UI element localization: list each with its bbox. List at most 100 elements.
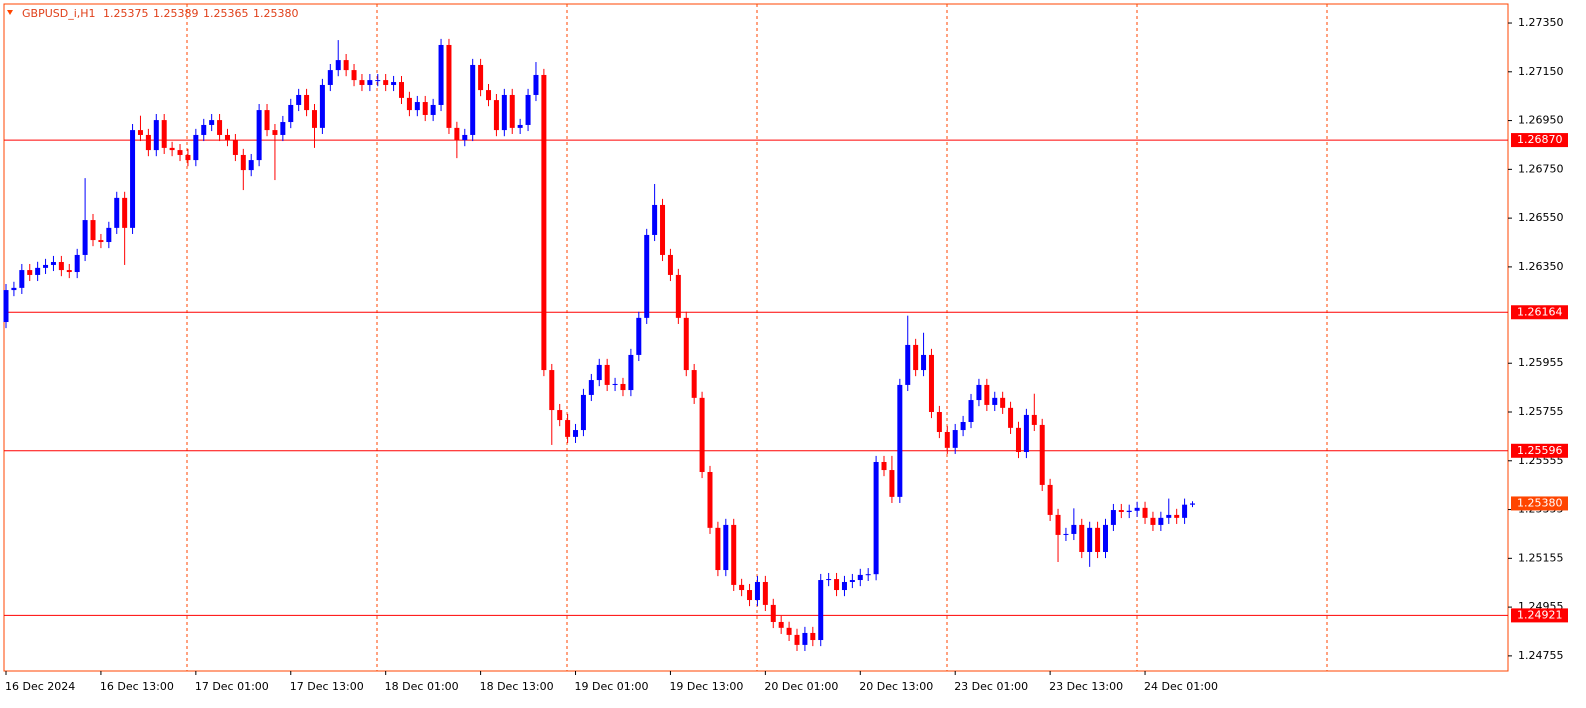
candle-body [1142,507,1148,518]
candle-body [1031,414,1037,425]
candle-body [596,364,602,381]
candle-body [667,254,673,275]
candle-body [802,632,808,645]
candle-body [580,394,586,431]
candle-body [11,287,17,291]
candle-body [652,204,658,235]
candle-body [731,524,737,585]
candle-body [1190,503,1195,505]
candle-body [343,60,349,71]
candle-body [834,579,840,591]
x-tick-label: 20 Dec 01:00 [764,680,838,693]
candle-body [351,70,357,81]
candle-body [921,354,927,371]
candle-body [193,134,199,161]
level-label: 1.26870 [1517,133,1563,146]
candle-body [549,370,555,411]
candle-body [604,364,610,385]
candle-body [19,270,25,288]
y-tick-label: 1.27350 [1518,16,1564,29]
candle-body [778,621,784,628]
candle-body [1047,484,1053,515]
candle-body [849,580,855,582]
current-price-tag [1511,496,1568,511]
x-tick-label: 23 Dec 13:00 [1049,680,1123,693]
candle-body [944,432,950,448]
candle-body [565,420,571,437]
candle-body [517,124,523,128]
candle-body [66,270,72,273]
candle-body [422,102,428,115]
candle-body [335,60,341,71]
candle-body [288,104,294,123]
candle-body [644,234,650,318]
candle-body [723,524,729,571]
candle-body [612,383,618,385]
candle-body [1023,414,1029,452]
candle-body [762,581,768,605]
candle-body [1039,424,1045,485]
x-tick-label: 20 Dec 13:00 [859,680,933,693]
candle-body [1015,427,1021,452]
candle-body [137,130,143,135]
candle-body [264,110,270,131]
y-tick-label: 1.26750 [1518,162,1564,175]
level-label-bg [1511,133,1568,148]
candle-body [50,262,56,265]
candle-body [1063,533,1069,535]
candle-body [992,397,998,405]
candle-body [406,97,412,111]
candle-body [327,70,333,85]
candle-body [1095,527,1101,552]
candle-body [272,130,278,135]
y-tick-label: 1.26350 [1518,260,1564,273]
candle-body [715,527,721,571]
candle-body [984,384,990,405]
y-tick-label: 1.25955 [1518,356,1564,369]
candle-body [1174,514,1180,518]
candle-body [470,64,476,135]
x-tick-label: 19 Dec 13:00 [669,680,743,693]
candle-body [217,120,223,135]
x-tick-label: 16 Dec 2024 [5,680,75,693]
info-open: 1.25375 [103,7,149,20]
x-tick-label: 17 Dec 01:00 [195,680,269,693]
y-tick-label: 1.27150 [1518,65,1564,78]
level-label-bg [1511,608,1568,623]
candle-body [533,74,539,95]
candle-body [74,254,80,273]
candle-body [280,122,286,135]
candle-body [391,82,397,85]
candle-body [311,110,317,128]
candle-body [185,154,191,161]
candle-body [145,134,151,151]
current-price-label: 1.25380 [1517,496,1563,509]
candle-body [620,383,626,391]
level-label: 1.26164 [1517,305,1563,318]
candle-body [873,461,879,575]
candle-body [905,344,911,385]
candle-body [699,397,705,472]
level-label-bg [1511,305,1568,320]
candle-body [707,471,713,528]
candle-body [90,220,96,241]
candle-body [359,80,365,85]
candle-body [541,74,547,371]
candle-body [161,120,167,148]
candle-body [106,227,112,243]
candle-body [375,80,381,82]
x-tick-label: 23 Dec 01:00 [954,680,1028,693]
candle-body [1110,510,1116,525]
candle-body [1102,524,1108,552]
candle-body [1166,514,1172,518]
candle-body [27,270,33,275]
candle-body [952,430,958,448]
candle-body [177,150,183,155]
candle-body [794,634,800,645]
candle-body [1000,397,1006,408]
candle-body [928,354,934,413]
candle-body [509,94,515,128]
candle-body [399,82,404,98]
candle-body [810,632,816,641]
